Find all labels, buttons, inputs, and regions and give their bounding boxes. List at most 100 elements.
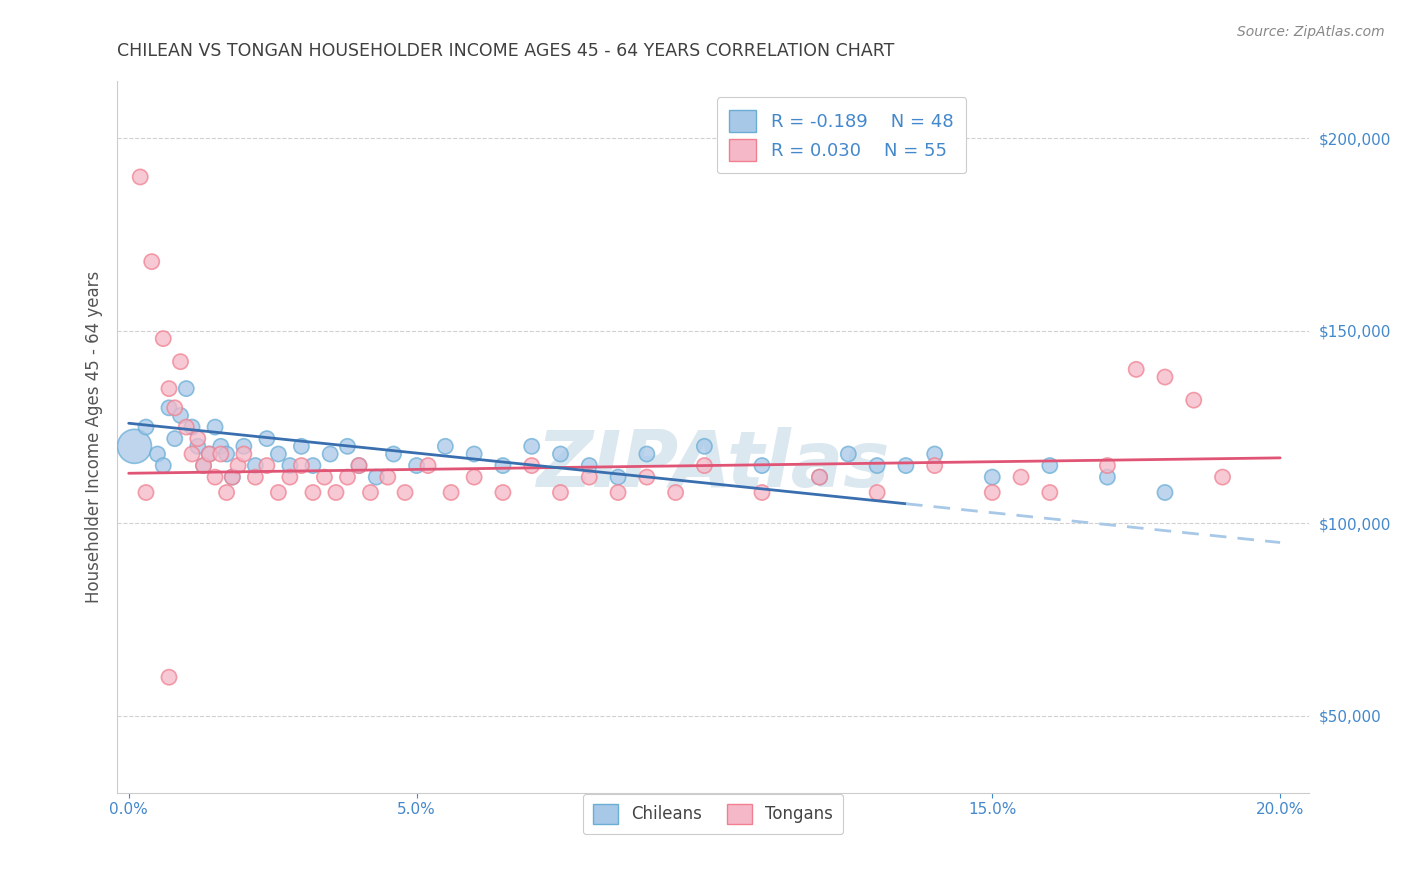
Point [232, 439, 254, 453]
Point [215, 485, 238, 500]
Point [193, 458, 215, 473]
Point [187, 432, 209, 446]
Point [636, 447, 658, 461]
Point [394, 485, 416, 500]
Point [193, 458, 215, 473]
Point [607, 485, 630, 500]
Point [434, 439, 457, 453]
Point [169, 409, 191, 423]
Point [163, 401, 186, 415]
Point [174, 420, 197, 434]
Point [169, 354, 191, 368]
Point [636, 470, 658, 484]
Point [163, 432, 186, 446]
Point [1010, 470, 1032, 484]
Point [290, 458, 312, 473]
Point [1097, 470, 1119, 484]
Point [135, 485, 157, 500]
Point [124, 439, 146, 453]
Point [492, 485, 515, 500]
Point [157, 382, 180, 396]
Point [181, 420, 204, 434]
Point [174, 382, 197, 396]
Point [924, 458, 946, 473]
Point [135, 420, 157, 434]
Point [360, 485, 382, 500]
Point [187, 439, 209, 453]
Point [1039, 485, 1062, 500]
Point [866, 458, 889, 473]
Point [377, 470, 399, 484]
Y-axis label: Householder Income Ages 45 - 64 years: Householder Income Ages 45 - 64 years [86, 270, 103, 603]
Point [440, 485, 463, 500]
Point [981, 470, 1004, 484]
Point [1212, 470, 1234, 484]
Point [204, 470, 226, 484]
Text: CHILEAN VS TONGAN HOUSEHOLDER INCOME AGES 45 - 64 YEARS CORRELATION CHART: CHILEAN VS TONGAN HOUSEHOLDER INCOME AGE… [117, 42, 894, 60]
Point [894, 458, 917, 473]
Point [520, 439, 543, 453]
Point [221, 470, 243, 484]
Point [550, 485, 572, 500]
Point [1039, 458, 1062, 473]
Point [198, 447, 221, 461]
Point [256, 432, 278, 446]
Point [232, 447, 254, 461]
Point [492, 458, 515, 473]
Text: Source: ZipAtlas.com: Source: ZipAtlas.com [1237, 25, 1385, 39]
Point [146, 447, 169, 461]
Point [866, 485, 889, 500]
Text: ZIPAtlas: ZIPAtlas [536, 427, 890, 503]
Point [302, 458, 325, 473]
Legend: Chileans, Tongans: Chileans, Tongans [583, 794, 844, 834]
Point [347, 458, 370, 473]
Point [245, 458, 267, 473]
Point [152, 458, 174, 473]
Point [665, 485, 688, 500]
Point [302, 485, 325, 500]
Point [245, 470, 267, 484]
Point [837, 447, 859, 461]
Point [405, 458, 427, 473]
Point [520, 458, 543, 473]
Point [1154, 485, 1177, 500]
Point [215, 447, 238, 461]
Point [267, 485, 290, 500]
Point [463, 470, 485, 484]
Point [366, 470, 388, 484]
Point [157, 670, 180, 684]
Point [981, 485, 1004, 500]
Point [267, 447, 290, 461]
Point [129, 169, 152, 184]
Point [578, 458, 600, 473]
Point [141, 254, 163, 268]
Point [1125, 362, 1147, 376]
Point [1097, 458, 1119, 473]
Point [578, 470, 600, 484]
Point [1154, 370, 1177, 384]
Point [209, 447, 232, 461]
Point [1182, 393, 1205, 408]
Point [416, 458, 439, 473]
Point [314, 470, 336, 484]
Point [209, 439, 232, 453]
Point [808, 470, 831, 484]
Point [693, 458, 716, 473]
Point [319, 447, 342, 461]
Point [204, 420, 226, 434]
Point [347, 458, 370, 473]
Point [226, 458, 249, 473]
Point [336, 439, 359, 453]
Point [152, 332, 174, 346]
Point [463, 447, 485, 461]
Point [808, 470, 831, 484]
Point [693, 439, 716, 453]
Point [751, 485, 773, 500]
Point [181, 447, 204, 461]
Point [325, 485, 347, 500]
Point [607, 470, 630, 484]
Point [221, 470, 243, 484]
Point [751, 458, 773, 473]
Point [382, 447, 405, 461]
Point [256, 458, 278, 473]
